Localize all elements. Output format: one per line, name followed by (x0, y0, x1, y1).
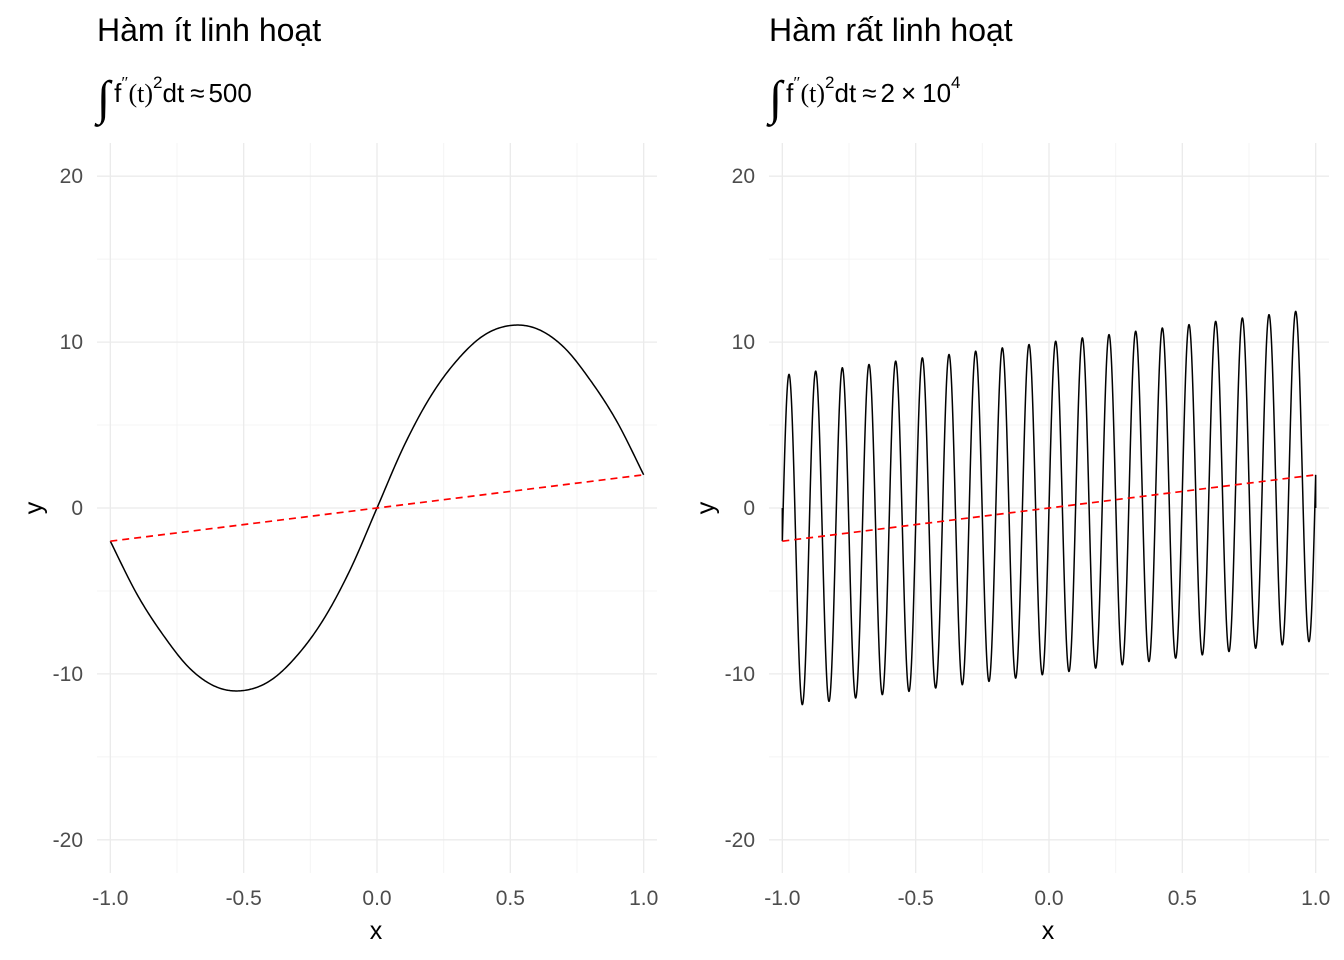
reference-line-series (110, 473, 644, 543)
x-axis-title-right: x (1042, 917, 1055, 945)
reference-line-series (782, 473, 1316, 543)
y-tick-label: 0 (71, 497, 83, 520)
y-tick-label: -10 (725, 663, 755, 686)
y-axis-title-right: y (692, 501, 720, 514)
y-tick-label: 20 (732, 165, 755, 188)
x-tick-label: 0.5 (1168, 887, 1197, 910)
y-tick-label: 20 (60, 165, 83, 188)
grid-left (97, 143, 657, 873)
chart-subtitle-right: ∫ f″(t)2dt ≈2 × 104 (766, 72, 961, 127)
integral-symbol: ∫ (94, 72, 113, 127)
x-tick-label: 1.0 (1301, 887, 1330, 910)
y-tick-label: -20 (725, 829, 755, 852)
panel-left: Hàm ít linh hoạt ∫ f″(t)2dt ≈500 -1.0 -0.5 0… (20, 12, 658, 945)
panel-right: Hàm rất linh hoạt ∫ f″(t)2dt ≈2 × 104 -1.0 -0… (692, 12, 1330, 945)
chart-subtitle-left: ∫ f″(t)2dt ≈500 (94, 72, 252, 127)
x-tick-label: 1.0 (629, 887, 658, 910)
y-tick-label: 0 (743, 497, 755, 520)
x-tick-label: -1.0 (764, 887, 800, 910)
ticks-right: -1.0 -0.5 0.0 0.5 1.0 -20 -10 0 10 20 (725, 165, 1331, 910)
chart-title-left: Hàm ít linh hoạt (97, 12, 321, 48)
y-tick-label: 10 (732, 331, 755, 354)
x-tick-label: 0.0 (362, 887, 391, 910)
chart-title-right: Hàm rất linh hoạt (769, 12, 1013, 48)
y-tick-label: -10 (53, 663, 83, 686)
x-tick-label: 0.0 (1034, 887, 1063, 910)
marks-left (109, 324, 645, 692)
y-tick-label: -20 (53, 829, 83, 852)
x-tick-label: -0.5 (226, 887, 262, 910)
x-tick-label: -0.5 (898, 887, 934, 910)
integral-symbol: ∫ (766, 72, 785, 127)
y-axis-title-left: y (20, 501, 48, 514)
ticks-left: -1.0 -0.5 0.0 0.5 1.0 -20 -10 0 10 20 (53, 165, 659, 910)
x-axis-title-left: x (370, 917, 383, 945)
marks-right (781, 310, 1317, 706)
y-tick-label: 10 (60, 331, 83, 354)
x-tick-label: 0.5 (496, 887, 525, 910)
x-tick-label: -1.0 (92, 887, 128, 910)
